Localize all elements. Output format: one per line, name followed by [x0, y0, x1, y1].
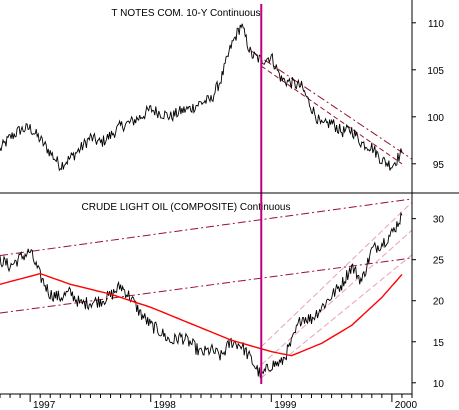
chart-title: T NOTES COM. 10-Y Continuous: [111, 8, 260, 19]
x-tick-label: 2000: [395, 400, 418, 410]
chart-panel-2: CRUDE LIGHT OIL (COMPOSITE) Continuous 10…: [0, 198, 445, 390]
y-tick-label: 100: [427, 113, 444, 124]
price-series-line: [0, 23, 403, 172]
trend-line-5: [260, 254, 413, 379]
trend-line-3: [260, 201, 413, 348]
trend-line-1: [250, 50, 413, 160]
y-tick-label: 25: [433, 256, 445, 267]
chart-panel-1: T NOTES COM. 10-Y Continuous 95 100 105 110: [0, 8, 445, 172]
x-tick-label: 1999: [274, 400, 297, 410]
trend-line-4: [260, 229, 413, 366]
y-tick-label: 20: [433, 297, 445, 308]
moving-average-line: [0, 272, 403, 357]
trend-line-1: [0, 198, 413, 257]
chart-title: CRUDE LIGHT OIL (COMPOSITE) Continuous: [82, 202, 291, 213]
y-tick-label: 10: [433, 379, 445, 390]
trend-line-2: [0, 257, 413, 314]
y-tick-label: 110: [428, 19, 444, 30]
price-series-line: [0, 211, 403, 379]
x-tick-label: 1998: [154, 400, 177, 410]
x-tick-label: 1997: [33, 400, 56, 410]
y-tick-label: 95: [433, 160, 445, 171]
y-tick-label: 105: [427, 66, 444, 77]
trend-line-2: [260, 65, 403, 165]
y-tick-label: 15: [433, 338, 445, 349]
y-tick-label: 30: [433, 215, 445, 226]
